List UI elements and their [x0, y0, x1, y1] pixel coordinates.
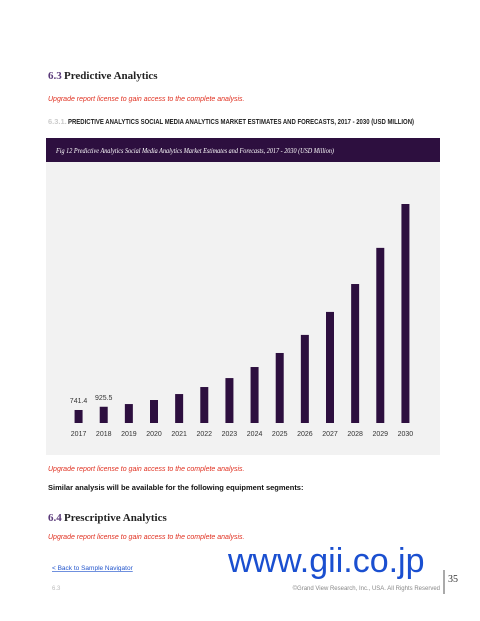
bar	[99, 406, 108, 423]
similar-note: Similar analysis will be available for t…	[48, 483, 303, 492]
section-ref: 6.3	[52, 586, 61, 592]
x-tick-label: 2017	[71, 431, 87, 438]
x-tick-label: 2019	[121, 431, 137, 438]
bar	[150, 400, 158, 423]
x-tick-label: 2023	[222, 431, 238, 438]
bar	[175, 394, 184, 423]
x-tick-label: 2024	[247, 431, 263, 438]
bar	[250, 367, 259, 423]
bar	[326, 311, 334, 423]
subsection-number: 6.3.1.	[48, 117, 67, 126]
bar	[74, 409, 83, 423]
x-tick-label: 2026	[297, 431, 313, 438]
notice: Upgrade report license to gain access to…	[48, 534, 245, 541]
x-tick-label: 2018	[96, 431, 112, 438]
x-tick-label: 2025	[272, 431, 288, 438]
x-tick-label: 2020	[146, 431, 162, 438]
section-number: 6.3	[48, 70, 62, 82]
bar	[401, 204, 410, 423]
x-tick-label: 2022	[196, 431, 212, 438]
bar	[200, 387, 209, 423]
bar	[376, 247, 385, 423]
section-title: Prescriptive Analytics	[64, 512, 167, 524]
figure-header	[46, 138, 440, 162]
bar	[300, 334, 309, 423]
page-number: 35	[448, 574, 458, 585]
value-label: 741.4	[70, 398, 88, 405]
section-number: 6.4	[48, 512, 62, 524]
notice: Upgrade report license to gain access to…	[48, 466, 245, 473]
chart-title: Fig 12 Predictive Analytics Social Media…	[55, 147, 334, 155]
x-tick-label: 2030	[398, 431, 414, 438]
section-title: Predictive Analytics	[64, 70, 158, 82]
bars: 2017 741.4 2018 925.5 2019 2020 2021 2022 2023 20…	[70, 204, 414, 438]
back-link[interactable]: < Back to Sample Navigator	[52, 565, 134, 572]
bar	[124, 404, 133, 423]
bar	[225, 378, 234, 423]
bar	[275, 352, 284, 423]
x-tick-label: 2029	[372, 431, 388, 438]
x-tick-label: 2021	[171, 431, 187, 438]
x-tick-label: 2027	[322, 431, 338, 438]
copyright: ©Grand View Research, Inc., USA. All Rig…	[293, 585, 440, 592]
value-label: 925.5	[95, 395, 113, 402]
watermark: www.gii.co.jp	[227, 542, 425, 580]
chart-area	[46, 162, 440, 455]
x-tick-label: 2028	[347, 431, 363, 438]
bar	[351, 284, 360, 423]
notice: Upgrade report license to gain access to…	[48, 96, 245, 103]
subsection-title: PREDICTIVE ANALYTICS SOCIAL MEDIA ANALYT…	[68, 117, 414, 126]
